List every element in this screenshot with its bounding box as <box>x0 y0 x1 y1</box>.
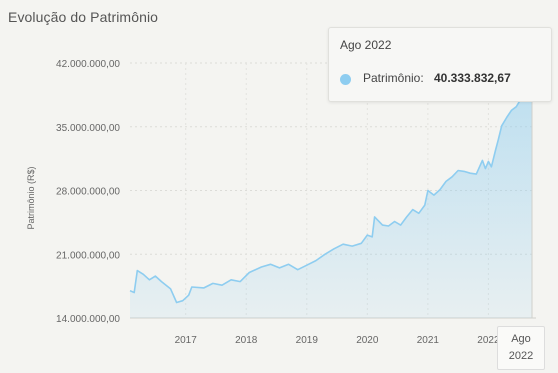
x-tick-label: 2018 <box>235 335 258 346</box>
x-tick-label: 2020 <box>356 335 379 346</box>
y-tick-label: 35.000.000,00 <box>56 123 120 134</box>
x-cursor-year: 2022 <box>508 350 534 362</box>
x-cursor-month: Ago <box>511 333 531 345</box>
x-axis: 2017 2018 2019 2020 2021 2022 <box>130 317 536 346</box>
tooltip-series-label: Patrimônio: <box>363 71 424 85</box>
y-tick-label: 42.000.000,00 <box>56 59 120 70</box>
x-tick-label: 2022 <box>477 335 500 346</box>
x-cursor-label: Ago 2022 <box>497 326 545 370</box>
y-axis: 14.000.000,00 21.000.000,00 28.000.000,00 3… <box>56 59 120 325</box>
tooltip: Ago 2022 Patrimônio: 40.333.832,67 <box>328 27 552 102</box>
series-color-dot <box>340 74 351 85</box>
series-area <box>130 78 532 318</box>
tooltip-date: Ago 2022 <box>340 38 392 52</box>
y-axis-label: Patrimônio (R$) <box>26 166 36 229</box>
x-tick-label: 2019 <box>296 335 319 346</box>
series-line <box>129 77 533 304</box>
tooltip-value: 40.333.832,67 <box>434 71 511 85</box>
y-tick-label: 28.000.000,00 <box>56 187 120 198</box>
x-tick-label: 2021 <box>417 335 440 346</box>
y-tick-label: 21.000.000,00 <box>56 250 120 261</box>
chart-title: Evolução do Patrimônio <box>8 9 159 25</box>
x-tick-label: 2017 <box>175 335 198 346</box>
y-tick-label: 14.000.000,00 <box>56 314 120 325</box>
